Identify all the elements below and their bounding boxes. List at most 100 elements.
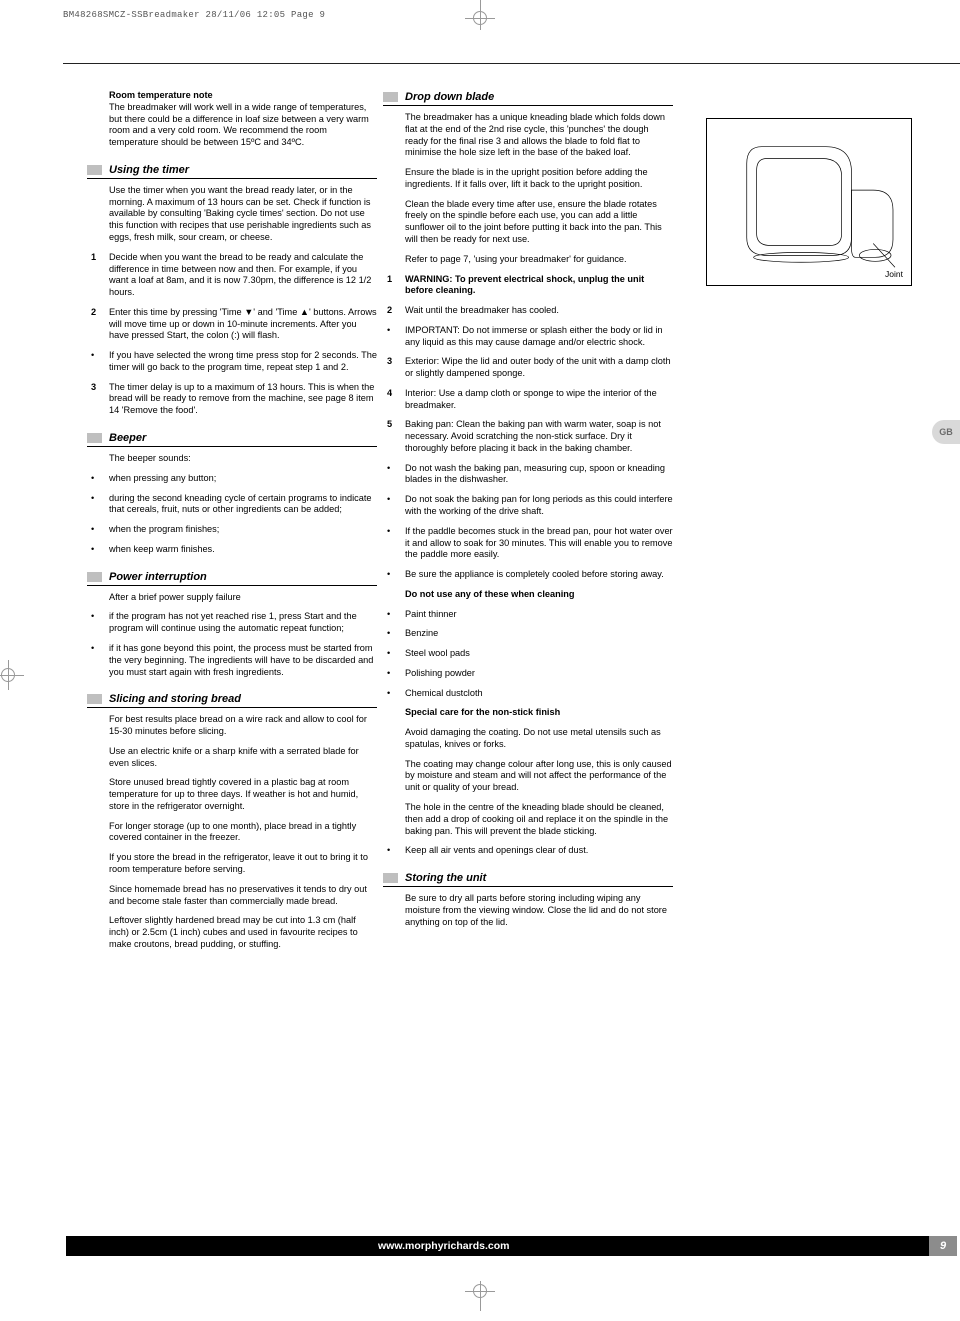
section-title: Slicing and storing bread — [109, 692, 241, 706]
list-text: when pressing any button; — [109, 473, 377, 485]
list-item: •when the program finishes; — [91, 524, 377, 536]
section-drop-blade: Drop down blade — [383, 90, 673, 106]
page-top-rule — [63, 63, 960, 64]
list-text: Do not wash the baking pan, measuring cu… — [405, 463, 673, 487]
list-item: 4Interior: Use a damp cloth or sponge to… — [387, 388, 673, 412]
section-slicing: Slicing and storing bread — [87, 692, 377, 708]
list-text: if it has gone beyond this point, the pr… — [109, 643, 377, 678]
list-item: 1WARNING: To prevent electrical shock, u… — [387, 274, 673, 298]
list-item: •during the second kneading cycle of cer… — [91, 493, 377, 517]
section-title: Using the timer — [109, 163, 189, 177]
list-item: •If you have selected the wrong time pre… — [91, 350, 377, 374]
list-item: •if the program has not yet reached rise… — [91, 611, 377, 635]
bullet-icon: • — [387, 648, 405, 660]
section-title: Beeper — [109, 431, 146, 445]
list-item: 2Wait until the breadmaker has cooled. — [387, 305, 673, 317]
storing-para: Be sure to dry all parts before storing … — [405, 893, 673, 928]
paragraph: Clean the blade every time after use, en… — [405, 199, 673, 246]
section-flag-icon — [383, 92, 398, 102]
column-left: Room temperature note The breadmaker wil… — [109, 90, 377, 959]
special-care-title: Special care for the non-stick finish — [405, 707, 673, 719]
paragraph: Refer to page 7, 'using your breadmaker'… — [405, 254, 673, 266]
footer-bar: www.morphyrichards.com 9 — [66, 1236, 957, 1256]
list-text: If the paddle becomes stuck in the bread… — [405, 526, 673, 561]
list-text: Benzine — [405, 628, 673, 640]
list-text: Steel wool pads — [405, 648, 673, 660]
list-item: •Do not wash the baking pan, measuring c… — [387, 463, 673, 487]
power-intro: After a brief power supply failure — [109, 592, 377, 604]
section-flag-icon — [87, 572, 102, 582]
list-text: Be sure the appliance is completely cool… — [405, 569, 673, 581]
list-text: If you have selected the wrong time pres… — [109, 350, 377, 374]
section-power: Power interruption — [87, 570, 377, 586]
bullet-icon: • — [91, 350, 109, 374]
list-text: Baking pan: Clean the baking pan with wa… — [405, 419, 673, 454]
list-number: 2 — [387, 305, 405, 317]
section-flag-icon — [87, 433, 102, 443]
bullet-icon: • — [91, 493, 109, 517]
list-item: •If the paddle becomes stuck in the brea… — [387, 526, 673, 561]
list-item: •Chemical dustcloth — [387, 688, 673, 700]
paragraph: Use an electric knife or a sharp knife w… — [109, 746, 377, 770]
blade-diagram: Joint — [706, 118, 912, 286]
list-item: •when keep warm finishes. — [91, 544, 377, 556]
paragraph: Ensure the blade is in the upright posit… — [405, 167, 673, 191]
paragraph: The hole in the centre of the kneading b… — [405, 802, 673, 837]
list-item: •if it has gone beyond this point, the p… — [91, 643, 377, 678]
paragraph: Leftover slightly hardened bread may be … — [109, 915, 377, 950]
bullet-icon: • — [91, 611, 109, 635]
list-text: Do not soak the baking pan for long peri… — [405, 494, 673, 518]
diagram-svg — [707, 119, 911, 285]
paragraph: The breadmaker has a unique kneading bla… — [405, 112, 673, 159]
crop-mark-bottom — [460, 1271, 500, 1311]
list-item: •Do not soak the baking pan for long per… — [387, 494, 673, 518]
section-flag-icon — [383, 873, 398, 883]
bullet-icon: • — [91, 473, 109, 485]
paragraph: Avoid damaging the coating. Do not use m… — [405, 727, 673, 751]
section-title: Power interruption — [109, 570, 207, 584]
list-item: •when pressing any button; — [91, 473, 377, 485]
donot-title: Do not use any of these when cleaning — [405, 589, 673, 601]
list-item: 2Enter this time by pressing 'Time ▼' an… — [91, 307, 377, 342]
list-number: 2 — [91, 307, 109, 342]
joint-label: Joint — [885, 269, 903, 279]
section-title: Storing the unit — [405, 871, 486, 885]
section-title: Drop down blade — [405, 90, 494, 104]
list-number: 3 — [387, 356, 405, 380]
list-text: if the program has not yet reached rise … — [109, 611, 377, 635]
list-text: Interior: Use a damp cloth or sponge to … — [405, 388, 673, 412]
bullet-icon: • — [387, 668, 405, 680]
list-item: •IMPORTANT: Do not immerse or splash eit… — [387, 325, 673, 349]
column-right: Drop down blade The breadmaker has a uni… — [405, 90, 673, 959]
list-text: The timer delay is up to a maximum of 13… — [109, 382, 377, 417]
list-number: 4 — [387, 388, 405, 412]
paragraph: If you store the bread in the refrigerat… — [109, 852, 377, 876]
gb-tab: GB — [932, 420, 960, 444]
bullet-icon: • — [91, 544, 109, 556]
list-item: 3Exterior: Wipe the lid and outer body o… — [387, 356, 673, 380]
list-item: •Polishing powder — [387, 668, 673, 680]
list-item: •Paint thinner — [387, 609, 673, 621]
bullet-icon: • — [387, 609, 405, 621]
list-number: 1 — [387, 274, 405, 298]
paragraph: For best results place bread on a wire r… — [109, 714, 377, 738]
section-beeper: Beeper — [87, 431, 377, 447]
beeper-intro: The beeper sounds: — [109, 453, 377, 465]
crop-mark-left — [0, 660, 40, 700]
list-text: Enter this time by pressing 'Time ▼' and… — [109, 307, 377, 342]
list-item: •Be sure the appliance is completely coo… — [387, 569, 673, 581]
list-item: 5Baking pan: Clean the baking pan with w… — [387, 419, 673, 454]
bullet-icon: • — [387, 494, 405, 518]
list-text: Paint thinner — [405, 609, 673, 621]
bullet-icon: • — [387, 688, 405, 700]
bullet-icon: • — [387, 325, 405, 349]
paragraph: For longer storage (up to one month), pl… — [109, 821, 377, 845]
timer-intro: Use the timer when you want the bread re… — [109, 185, 377, 244]
page-number: 9 — [929, 1236, 957, 1256]
list-item: 3The timer delay is up to a maximum of 1… — [91, 382, 377, 417]
bullet-icon: • — [387, 569, 405, 581]
content-columns: Room temperature note The breadmaker wil… — [109, 90, 674, 959]
room-temp-note: Room temperature note The breadmaker wil… — [109, 90, 377, 149]
list-item: •Steel wool pads — [387, 648, 673, 660]
bullet-icon: • — [387, 463, 405, 487]
